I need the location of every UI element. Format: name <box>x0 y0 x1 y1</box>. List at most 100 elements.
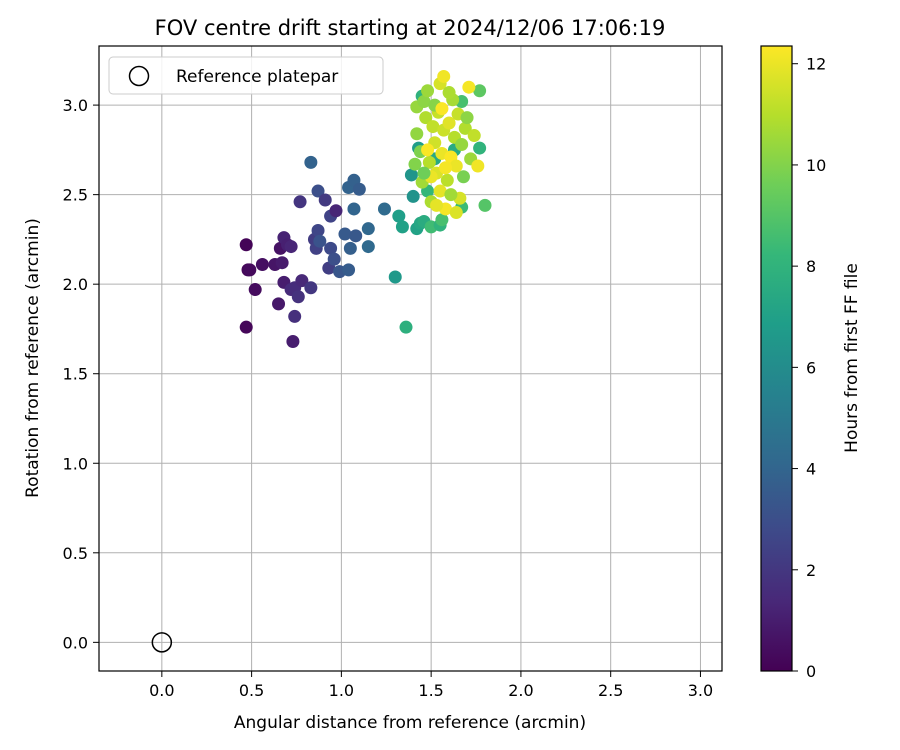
data-point <box>478 198 492 212</box>
y-tick-label: 1.5 <box>63 365 88 384</box>
data-point <box>471 159 485 173</box>
data-point <box>442 86 456 100</box>
x-axis-ticks: 0.0 0.5 1.0 1.5 2.0 2.5 3.0 <box>149 671 713 700</box>
data-point <box>449 206 463 220</box>
chart-title: FOV centre drift starting at 2024/12/06 … <box>155 16 666 40</box>
legend-box <box>108 56 384 95</box>
data-point <box>421 143 435 157</box>
data-point <box>239 320 253 334</box>
y-tick-label: 0.0 <box>63 633 88 652</box>
data-point <box>456 170 470 184</box>
data-point <box>361 222 375 236</box>
data-point <box>248 283 262 297</box>
data-point <box>255 257 269 271</box>
data-point <box>324 241 338 255</box>
data-point <box>291 290 305 304</box>
data-point <box>449 159 463 173</box>
colorbar-tick-label: 4 <box>806 460 816 479</box>
x-tick-label: 1.0 <box>329 681 354 700</box>
data-point <box>395 220 409 234</box>
data-point <box>342 263 356 277</box>
data-point <box>327 252 341 266</box>
data-point <box>338 227 352 241</box>
y-tick-label: 3.0 <box>63 96 88 115</box>
data-point <box>408 157 422 171</box>
data-point <box>388 270 402 284</box>
data-point <box>458 121 472 135</box>
colorbar <box>760 45 793 672</box>
y-tick-label: 1.0 <box>63 454 88 473</box>
data-point <box>473 84 487 98</box>
data-point <box>460 111 474 125</box>
plot-background <box>99 46 722 671</box>
colorbar-tick-label: 2 <box>806 561 816 580</box>
data-point <box>421 84 435 98</box>
data-point <box>349 229 363 243</box>
y-tick-label: 0.5 <box>63 544 88 563</box>
x-tick-label: 2.5 <box>598 681 623 700</box>
colorbar-label: Hours from first FF file <box>842 263 862 453</box>
data-point <box>392 209 406 223</box>
colorbar-ticks: 0 2 4 6 8 10 12 <box>792 55 826 681</box>
y-tick-label: 2.5 <box>63 186 88 205</box>
data-point <box>304 155 318 169</box>
data-point <box>311 184 325 198</box>
colorbar-tick-label: 8 <box>806 257 816 276</box>
data-point <box>304 281 318 295</box>
data-point <box>430 198 444 212</box>
data-point <box>275 256 289 270</box>
scatter-points <box>239 69 492 348</box>
data-point <box>377 202 391 216</box>
x-tick-label: 3.0 <box>688 681 713 700</box>
colorbar-tick-label: 12 <box>806 55 826 74</box>
legend-label: Reference platepar <box>176 67 338 87</box>
data-point <box>288 309 302 323</box>
data-point <box>439 161 453 175</box>
data-point <box>284 240 298 254</box>
data-point <box>455 137 469 151</box>
legend: Reference platepar <box>108 56 384 95</box>
y-axis-label: Rotation from reference (arcmin) <box>23 218 43 498</box>
data-point <box>440 173 454 187</box>
data-point <box>399 320 413 334</box>
data-point <box>417 166 431 180</box>
data-point <box>435 213 449 227</box>
x-tick-label: 1.5 <box>418 681 443 700</box>
data-point <box>329 204 343 218</box>
data-point <box>417 95 431 109</box>
data-point <box>318 193 332 207</box>
data-point <box>435 102 449 116</box>
data-point <box>433 184 447 198</box>
colorbar-tick-label: 6 <box>806 358 816 377</box>
data-point <box>467 129 481 143</box>
data-point <box>243 263 257 277</box>
data-point <box>293 195 307 209</box>
data-point <box>311 223 325 237</box>
x-axis-label: Angular distance from reference (arcmin) <box>234 713 586 733</box>
data-point <box>239 238 253 252</box>
data-point <box>347 202 361 216</box>
data-point <box>426 120 440 134</box>
data-point <box>422 155 436 169</box>
data-point <box>473 141 487 155</box>
data-point <box>437 69 451 83</box>
colorbar-tick-label: 0 <box>806 662 816 681</box>
data-point <box>352 182 366 196</box>
data-point <box>272 297 286 311</box>
x-tick-label: 0.0 <box>149 681 174 700</box>
data-point <box>313 234 327 248</box>
plot-frame <box>98 45 723 672</box>
reference-marker <box>151 632 173 653</box>
data-point <box>419 111 433 125</box>
data-point <box>295 274 309 288</box>
x-tick-label: 0.5 <box>239 681 264 700</box>
x-tick-label: 2.0 <box>508 681 533 700</box>
reference-point <box>151 632 173 653</box>
data-point <box>286 334 300 348</box>
data-point <box>462 80 476 94</box>
data-point <box>444 188 458 202</box>
y-tick-label: 2.0 <box>63 275 88 294</box>
legend-marker <box>128 65 150 87</box>
data-point <box>343 241 357 255</box>
